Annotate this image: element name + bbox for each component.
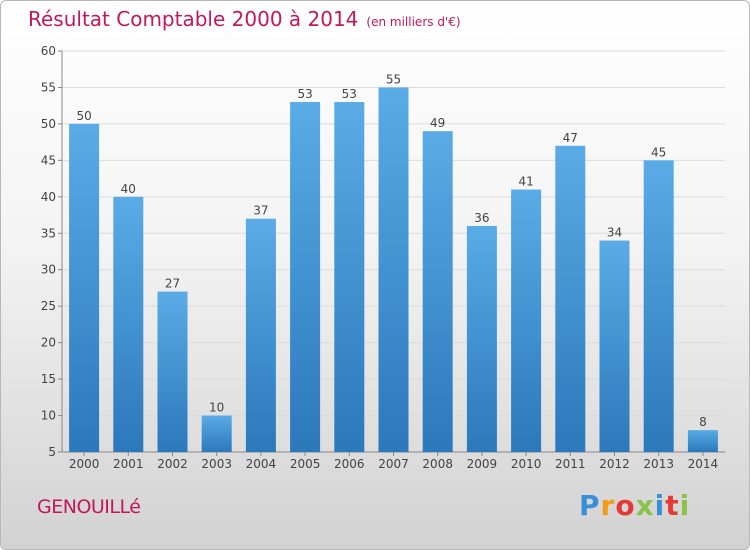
bar-value-label: 53	[342, 87, 357, 101]
bar	[555, 145, 586, 453]
proxiti-logo: Proxiti	[579, 489, 690, 522]
bar	[334, 102, 365, 452]
bar-value-label: 27	[165, 277, 180, 291]
bar-value-label: 50	[76, 109, 91, 123]
bar	[113, 196, 144, 452]
x-tick-label: 2008	[422, 457, 453, 471]
x-tick-label: 2014	[688, 457, 719, 471]
bar	[69, 123, 100, 452]
bar-value-label: 8	[699, 415, 707, 429]
y-tick-label: 35	[41, 226, 56, 240]
y-tick-label: 50	[41, 117, 56, 131]
bar-value-label: 55	[386, 72, 401, 86]
bar	[157, 291, 188, 452]
x-tick-label: 2003	[201, 457, 232, 471]
y-tick-label: 10	[41, 409, 56, 423]
bar	[466, 225, 497, 452]
bar-value-label: 41	[518, 175, 533, 189]
bar-value-label: 47	[563, 131, 578, 145]
x-tick-label: 2007	[378, 457, 409, 471]
y-tick-label: 30	[41, 263, 56, 277]
bar-value-label: 40	[121, 182, 136, 196]
labels: 5 10 15 20 25 30 35 40 45 50 55 60 50 2000 40 2001 27 200…	[41, 44, 718, 471]
bar-value-label: 36	[474, 211, 489, 225]
x-tick-label: 2001	[113, 457, 144, 471]
bars	[69, 87, 718, 453]
bar-value-label: 10	[209, 401, 224, 415]
bar	[201, 415, 232, 452]
commune-name: GENOUILLé	[37, 496, 141, 518]
bar-value-label: 34	[607, 226, 622, 240]
x-tick-label: 2002	[157, 457, 188, 471]
x-tick-label: 2004	[246, 457, 277, 471]
x-tick-label: 2012	[599, 457, 630, 471]
brand-letter: P	[579, 489, 601, 522]
bar-value-label: 53	[297, 87, 312, 101]
brand-letter: x	[635, 489, 655, 522]
chart-title-text: Résultat Comptable 2000 à 2014	[28, 7, 359, 31]
brand-letter: i	[679, 489, 691, 522]
y-tick-label: 45	[41, 153, 56, 167]
bar	[245, 218, 276, 452]
brand-letter: o	[615, 489, 636, 522]
y-tick-label: 25	[41, 299, 56, 313]
chart-subtitle: (en milliers d'€)	[366, 15, 461, 29]
bar	[378, 87, 409, 453]
y-tick-label: 55	[41, 80, 56, 94]
bar-value-label: 45	[651, 145, 666, 159]
bar-value-label: 37	[253, 204, 268, 218]
y-tick-label: 20	[41, 336, 56, 350]
bar	[687, 430, 718, 452]
bar	[599, 240, 630, 452]
y-tick-label: 15	[41, 372, 56, 386]
bar	[643, 160, 674, 452]
brand-letter: i	[654, 489, 666, 522]
x-tick-label: 2006	[334, 457, 365, 471]
x-tick-label: 2009	[467, 457, 498, 471]
x-tick-label: 2013	[643, 457, 674, 471]
y-tick-label: 5	[48, 445, 56, 459]
x-tick-label: 2000	[69, 457, 100, 471]
bar-value-label: 49	[430, 116, 445, 130]
x-tick-label: 2005	[290, 457, 321, 471]
x-tick-label: 2010	[511, 457, 542, 471]
bar	[290, 102, 321, 452]
y-tick-label: 40	[41, 190, 56, 204]
chart-title: Résultat Comptable 2000 à 2014 (en millie…	[28, 7, 461, 31]
x-tick-label: 2011	[555, 457, 586, 471]
brand-letter: r	[600, 489, 616, 522]
bar	[511, 189, 542, 452]
brand-letter: t	[665, 489, 680, 522]
bar	[422, 131, 453, 452]
y-tick-label: 60	[41, 44, 56, 58]
